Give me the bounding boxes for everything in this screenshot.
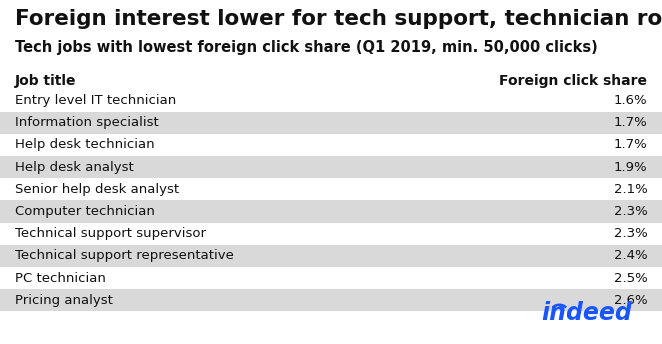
Bar — [0, 289, 662, 311]
Text: Senior help desk analyst: Senior help desk analyst — [15, 183, 179, 196]
Text: Technical support representative: Technical support representative — [15, 249, 234, 262]
Text: PC technician: PC technician — [15, 271, 105, 284]
Text: Entry level IT technician: Entry level IT technician — [15, 94, 176, 107]
Text: 2.3%: 2.3% — [614, 205, 647, 218]
Text: Foreign click share: Foreign click share — [499, 74, 647, 88]
Text: 2.5%: 2.5% — [614, 271, 647, 284]
Text: Information specialist: Information specialist — [15, 116, 158, 129]
Bar — [0, 200, 662, 223]
Text: 1.7%: 1.7% — [614, 138, 647, 151]
Text: Help desk technician: Help desk technician — [15, 138, 154, 151]
Text: Help desk analyst: Help desk analyst — [15, 161, 133, 174]
Text: Technical support supervisor: Technical support supervisor — [15, 227, 206, 240]
Text: 2.1%: 2.1% — [614, 183, 647, 196]
Text: 2.4%: 2.4% — [614, 249, 647, 262]
Text: 2.3%: 2.3% — [614, 227, 647, 240]
Bar — [0, 156, 662, 178]
Text: 1.7%: 1.7% — [614, 116, 647, 129]
Text: 1.9%: 1.9% — [614, 161, 647, 174]
Text: Tech jobs with lowest foreign click share (Q1 2019, min. 50,000 clicks): Tech jobs with lowest foreign click shar… — [15, 40, 597, 55]
Text: Job title: Job title — [15, 74, 76, 88]
Text: 2.6%: 2.6% — [614, 294, 647, 307]
Text: Computer technician: Computer technician — [15, 205, 154, 218]
Bar — [0, 245, 662, 267]
Text: Pricing analyst: Pricing analyst — [15, 294, 113, 307]
Text: indeed: indeed — [542, 301, 632, 325]
Bar — [0, 111, 662, 134]
Text: 1.6%: 1.6% — [614, 94, 647, 107]
Text: Foreign interest lower for tech support, technician roles: Foreign interest lower for tech support,… — [15, 9, 662, 29]
